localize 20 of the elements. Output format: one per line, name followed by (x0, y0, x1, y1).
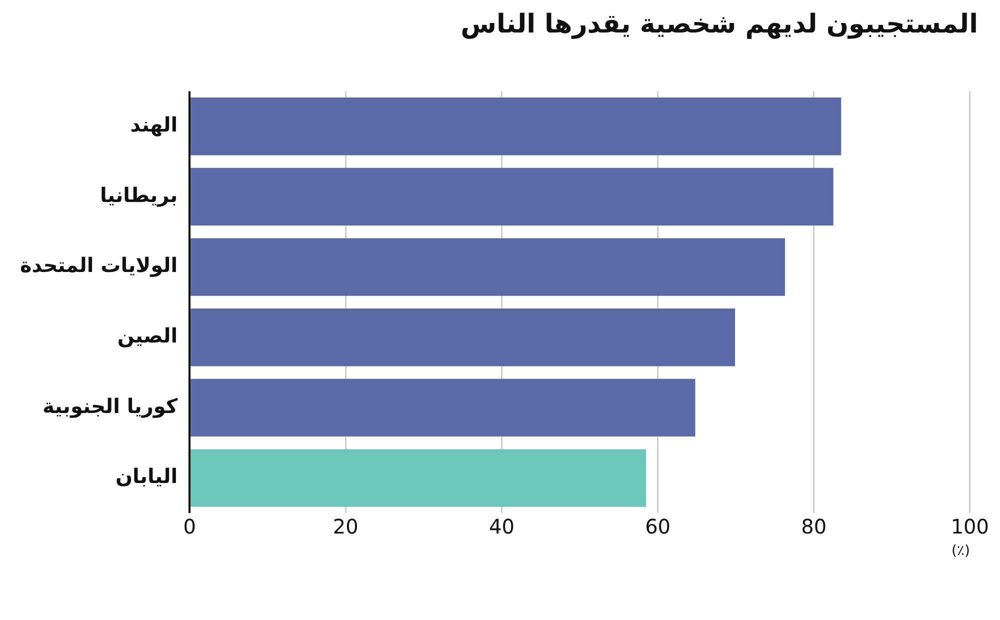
x-tick-label: 40 (488, 514, 514, 538)
y-tick-label: كوريا الجنوبية (42, 394, 178, 418)
y-tick-label: اليابان (115, 464, 178, 488)
bar (190, 238, 785, 296)
x-axis-title: (٪) (951, 543, 970, 560)
bar (190, 98, 842, 156)
x-tick-label: 100 (950, 514, 990, 538)
chart-title: المستجيبون لديهم شخصية يقدرها الناس (460, 9, 978, 40)
bar (190, 308, 736, 366)
y-tick-label: الهند (130, 112, 178, 137)
x-tick-label: 60 (645, 514, 671, 538)
y-tick-label: الصين (117, 324, 178, 348)
x-tick-label: 0 (183, 514, 196, 538)
y-tick-label: الولايات المتحدة (20, 253, 178, 278)
bar (190, 378, 696, 437)
bar (190, 168, 834, 226)
x-tick-label: 20 (332, 514, 358, 538)
y-tick-label: بريطانيا (100, 182, 178, 207)
x-tick-label: 80 (801, 514, 827, 538)
bar (190, 449, 646, 507)
